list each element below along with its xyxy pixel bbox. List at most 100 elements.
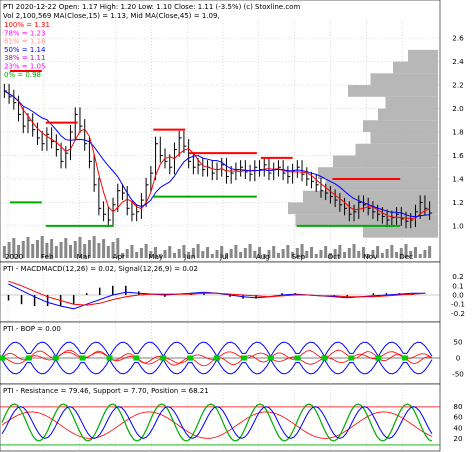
rsi-position-line bbox=[1, 411, 433, 439]
macd-panel-frame bbox=[0, 261, 441, 323]
bop-marker bbox=[106, 355, 113, 361]
volume-bar bbox=[177, 249, 181, 258]
volume-bar bbox=[272, 246, 276, 258]
volume-profile-bar bbox=[295, 214, 438, 226]
volume-bar bbox=[239, 252, 243, 258]
volume-bar bbox=[191, 248, 195, 258]
volume-bar bbox=[17, 245, 21, 258]
bop-marker bbox=[240, 355, 247, 361]
volume-bar bbox=[376, 246, 380, 258]
price-tick-label: 1.6 bbox=[452, 151, 464, 160]
volume-bar bbox=[149, 251, 153, 258]
volume-bar bbox=[295, 248, 299, 258]
price-tick-label: 1.8 bbox=[452, 128, 464, 137]
y-axis-ticks: 2.6 2.4 2.2 2.0 1.8 1.6 1.4 1.2 1.0 bbox=[452, 34, 464, 231]
price-tick-label: 2.6 bbox=[452, 34, 464, 43]
rsi-tick-label: 40 bbox=[453, 423, 463, 432]
volume-bar bbox=[310, 247, 314, 258]
bop-marker bbox=[133, 355, 140, 361]
volume-bar bbox=[182, 245, 186, 258]
volume-bar bbox=[220, 246, 224, 258]
volume-profile-bar bbox=[318, 167, 438, 179]
volume-profile-bar bbox=[325, 178, 438, 191]
bop-marker bbox=[160, 355, 167, 361]
volume-bar bbox=[102, 239, 106, 258]
volume-bar bbox=[83, 244, 87, 258]
month-label: May bbox=[148, 252, 164, 261]
volume-bar bbox=[357, 251, 361, 258]
bop-marker bbox=[321, 355, 328, 361]
ma45-line bbox=[4, 90, 430, 218]
volume-bar bbox=[154, 247, 158, 258]
macd-tick-label: -0.2 bbox=[451, 309, 465, 318]
macd-tick-label: -0.1 bbox=[451, 300, 465, 309]
volume-bar bbox=[168, 246, 172, 258]
volume-bar bbox=[35, 240, 39, 258]
volume-bar bbox=[210, 254, 214, 258]
bop-marker bbox=[25, 355, 32, 361]
volume-bar bbox=[361, 247, 365, 258]
volume-bar bbox=[111, 242, 115, 258]
volume-bar bbox=[248, 244, 252, 258]
volume-profile-bar bbox=[393, 61, 438, 74]
volume-bar bbox=[92, 236, 96, 258]
volume-bar bbox=[258, 247, 262, 258]
volume-bar bbox=[31, 244, 35, 258]
bop-marker bbox=[402, 355, 409, 361]
volume-profile-bar bbox=[348, 85, 438, 97]
month-label: Apr bbox=[113, 252, 125, 261]
volume-bar bbox=[50, 239, 54, 258]
volume-bar bbox=[399, 248, 403, 258]
volume-bar bbox=[428, 246, 432, 258]
volume-bar bbox=[243, 248, 247, 258]
volume-profile-bar bbox=[303, 190, 438, 203]
bop-marker bbox=[375, 355, 382, 361]
bop-marker bbox=[348, 355, 355, 361]
volume-bar bbox=[281, 249, 285, 258]
volume-bar bbox=[106, 246, 110, 258]
volume-bar bbox=[26, 237, 30, 258]
price-tick-label: 2.2 bbox=[452, 81, 463, 90]
volume-profile-bar bbox=[355, 143, 438, 156]
bop-tick-label: 50 bbox=[453, 338, 463, 347]
moving-averages bbox=[4, 90, 430, 220]
volume-bar bbox=[73, 241, 77, 258]
volume-bar bbox=[54, 246, 58, 258]
volume-profile-bar bbox=[385, 96, 438, 109]
volume-profile-bar bbox=[408, 49, 438, 62]
volume-bar bbox=[380, 253, 384, 258]
volume-bar bbox=[286, 245, 290, 258]
volume-bar bbox=[135, 252, 139, 258]
macd-label: PTI - MACDMACD(12,26) = 0.02, Signal(12,… bbox=[3, 265, 198, 273]
month-label: Dec bbox=[399, 252, 413, 261]
bop-label: PTI - BOP = 0.00 bbox=[3, 325, 61, 333]
fib-level-label: 100% = 1.31 bbox=[4, 21, 50, 29]
fib-level-label: 78% = 1.23 bbox=[4, 29, 45, 37]
volume-bars bbox=[2, 236, 432, 258]
volume-bar bbox=[12, 238, 16, 258]
volume-profile-bar bbox=[363, 225, 438, 238]
volume-bar bbox=[87, 240, 91, 258]
macd-plot: 0.20.10.0-0.1-0.2 bbox=[0, 272, 465, 318]
rsi-tick-label: 20 bbox=[453, 434, 463, 443]
volume-bar bbox=[328, 253, 332, 258]
macd-signal-line bbox=[8, 280, 426, 306]
volume-profile-bar bbox=[370, 132, 438, 144]
volume-bar bbox=[333, 249, 337, 258]
volume-bar bbox=[418, 254, 422, 258]
month-label: Sep bbox=[292, 252, 306, 261]
volume-bar bbox=[319, 250, 323, 258]
bop-marker bbox=[187, 355, 194, 361]
volume-bar bbox=[139, 248, 143, 258]
month-label: 2020 bbox=[5, 252, 24, 261]
bop-marker bbox=[79, 355, 86, 361]
volume-bar bbox=[324, 246, 328, 258]
volume-bar bbox=[413, 247, 417, 258]
volume-profile-bar bbox=[378, 108, 438, 121]
volume-bar bbox=[423, 250, 427, 258]
fib-level-label: 38% = 1.11 bbox=[4, 54, 45, 62]
